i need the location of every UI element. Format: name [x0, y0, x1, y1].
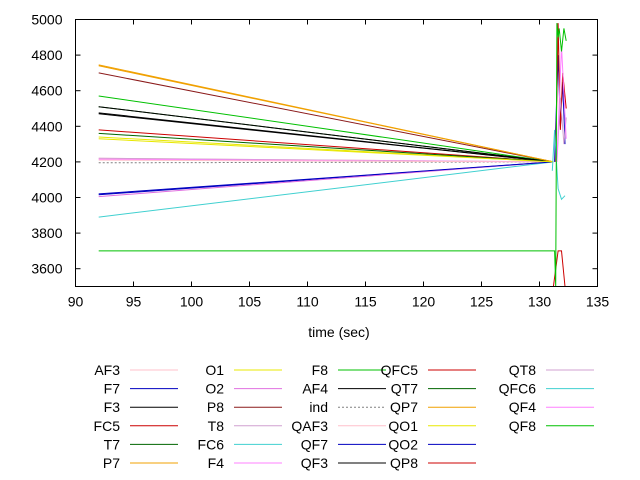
x-tick-label: 105 — [238, 294, 262, 310]
legend-label: QF8 — [509, 418, 536, 434]
legend-label: T7 — [104, 436, 121, 452]
legend-label: O1 — [205, 362, 224, 378]
series-line-fc6 — [98, 161, 554, 218]
x-axis-label: time (sec) — [308, 324, 369, 340]
legend-item-af3: AF3 — [94, 362, 178, 378]
y-tick-label: 3600 — [31, 261, 62, 277]
legend-item-qfc5: QFC5 — [381, 362, 476, 378]
legend-item-qfc6: QFC6 — [499, 381, 594, 397]
legend-item-p7: P7 — [103, 455, 178, 471]
y-tick-label: 5000 — [31, 12, 62, 28]
legend-label: QO1 — [388, 418, 418, 434]
x-tick-label: 135 — [586, 294, 610, 310]
legend-item-qf7: QF7 — [301, 436, 386, 452]
series-line-fc5 — [98, 129, 554, 163]
legend-label: AF3 — [94, 362, 120, 378]
legend-item-qf4: QF4 — [509, 399, 594, 415]
legend-label: F4 — [208, 455, 225, 471]
legend-label: F3 — [104, 399, 121, 415]
legend-label: QT7 — [391, 381, 418, 397]
legend-item-f3: F3 — [104, 399, 178, 415]
x-tick-label: 100 — [180, 294, 204, 310]
legend-label: QF3 — [301, 455, 328, 471]
legend-item-f4: F4 — [208, 455, 282, 471]
series-line-qfc6 — [551, 129, 566, 201]
legend-item-ind: ind — [309, 399, 386, 415]
legend-label: FC6 — [198, 436, 225, 452]
legend-label: QP7 — [390, 399, 418, 415]
series-line-qfc5 — [552, 250, 568, 287]
x-tick-label: 110 — [296, 294, 319, 310]
legend-label: QP8 — [390, 455, 418, 471]
legend-item-f7: F7 — [104, 381, 178, 397]
x-tick-label: 125 — [470, 294, 494, 310]
legend-item-af4: AF4 — [302, 381, 386, 397]
series-line-f8 — [98, 95, 554, 163]
legend: AF3 F7 F3 FC5 T7 P7 O1 O2 P8 T8 FC6 F4 F8 AF4 ind QAF3 Q… — [94, 362, 594, 471]
legend-item-qp8: QP8 — [390, 455, 476, 471]
x-tick-label: 115 — [354, 294, 377, 310]
series-line-qaf3 — [98, 159, 554, 163]
legend-item-p8: P8 — [207, 399, 282, 415]
x-tick-label: 95 — [126, 294, 142, 310]
legend-label: P7 — [103, 455, 120, 471]
legend-item-o2: O2 — [205, 381, 282, 397]
legend-label: F7 — [104, 381, 121, 397]
legend-item-qp7: QP7 — [390, 399, 476, 415]
y-tick-label: 4800 — [31, 47, 62, 63]
legend-label: O2 — [205, 381, 224, 397]
plot-frame — [75, 19, 598, 287]
legend-label: ind — [309, 399, 328, 415]
legend-label: AF4 — [302, 381, 328, 397]
legend-label: F8 — [312, 362, 329, 378]
y-tick-label: 4600 — [31, 83, 62, 99]
legend-label: QAF3 — [291, 418, 328, 434]
legend-item-t8: T8 — [208, 418, 282, 434]
axis-ticks: 90 95 100 105 110 115 120 125 130 135 3600 3800 4000… — [31, 12, 609, 310]
legend-item-fc5: FC5 — [94, 418, 178, 434]
legend-item-qaf3: QAF3 — [291, 418, 386, 434]
legend-item-qf8: QF8 — [509, 418, 594, 434]
x-tick-label: 130 — [528, 294, 552, 310]
legend-label: QFC5 — [381, 362, 419, 378]
series-line-qp7 — [98, 64, 554, 163]
legend-label: FC5 — [94, 418, 121, 434]
series-line-qt7 — [98, 132, 554, 163]
x-tick-label: 120 — [412, 294, 436, 310]
legend-item-qt8: QT8 — [509, 362, 594, 378]
legend-item-o1: O1 — [205, 362, 282, 378]
legend-label: QF7 — [301, 436, 328, 452]
y-tick-label: 4400 — [31, 118, 62, 134]
legend-item-f8: F8 — [312, 362, 386, 378]
legend-label: QO2 — [388, 436, 418, 452]
series-line-p8 — [98, 72, 554, 163]
series-line-qf3 — [98, 112, 554, 163]
legend-item-qt7: QT7 — [391, 381, 476, 397]
legend-item-qo2: QO2 — [388, 436, 476, 452]
legend-item-fc6: FC6 — [198, 436, 282, 452]
x-tick-label: 90 — [68, 294, 84, 310]
legend-label: QF4 — [509, 399, 536, 415]
y-tick-label: 4000 — [31, 190, 62, 206]
series-line-qf8 — [98, 23, 567, 287]
legend-item-qf3: QF3 — [301, 455, 386, 471]
legend-item-qo1: QO1 — [388, 418, 476, 434]
series-line-af4 — [98, 106, 554, 163]
legend-label: T8 — [208, 418, 225, 434]
legend-item-t7: T7 — [104, 436, 178, 452]
series-line-qo1 — [98, 138, 554, 163]
legend-label: QT8 — [509, 362, 536, 378]
y-tick-label: 3800 — [31, 225, 62, 241]
series-line-qf7 — [98, 161, 554, 195]
legend-label: P8 — [207, 399, 224, 415]
y-tick-label: 4200 — [31, 154, 62, 170]
legend-label: QFC6 — [499, 381, 537, 397]
series-layer — [98, 23, 568, 287]
series-line-qf4 — [556, 46, 567, 162]
